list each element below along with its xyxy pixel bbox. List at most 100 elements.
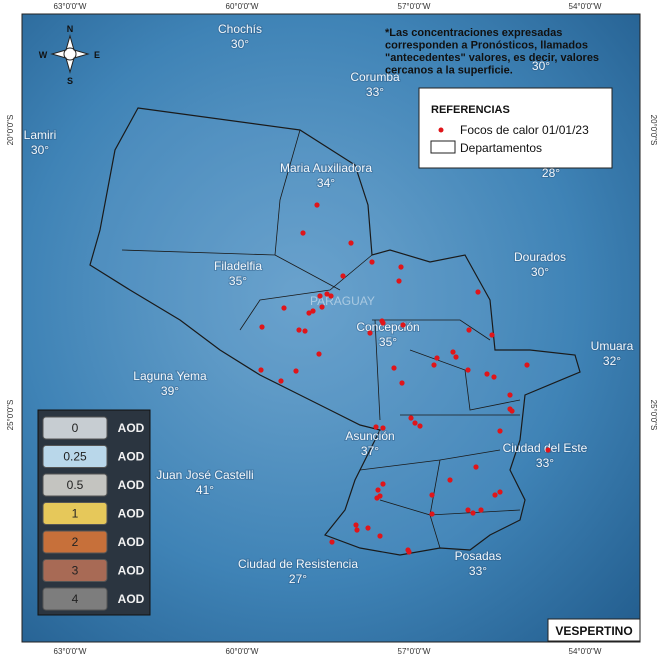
city-temp: 41° (196, 483, 214, 497)
fire-point (377, 533, 383, 539)
aod-level: 0.5 (67, 478, 84, 492)
fire-point (329, 539, 335, 545)
fire-point (317, 293, 323, 299)
fire-point (497, 428, 503, 434)
fire-point (300, 230, 306, 236)
fire-point (429, 511, 435, 517)
fire-point (369, 259, 375, 265)
aod-level: 2 (72, 535, 79, 549)
city-name: Ciudad de Resistencia (238, 557, 358, 571)
legend-box (418, 87, 613, 169)
fire-point (473, 464, 479, 470)
compass-e: E (94, 50, 100, 60)
fire-point (408, 415, 414, 421)
compass-n: N (67, 24, 74, 34)
city-name: Posadas (455, 549, 502, 563)
period-label: VESPERTINO (555, 624, 632, 638)
legend-title: REFERENCIAS (431, 104, 510, 116)
city-temp: 33° (469, 564, 487, 578)
aod-level: 0.25 (63, 450, 87, 464)
fire-point (399, 380, 405, 386)
aod-level: 4 (72, 592, 79, 606)
city-temp: 28° (542, 166, 560, 180)
period-box (547, 618, 641, 642)
fire-point (429, 492, 435, 498)
aod-level: 1 (72, 507, 79, 521)
lon-label: 63°0'0"W (54, 647, 87, 656)
fire-point (475, 289, 481, 295)
fire-point (497, 489, 503, 495)
fire-point (380, 320, 386, 326)
fire-point (314, 202, 320, 208)
legend-fire-symbol (438, 127, 444, 133)
aod-unit: AOD (118, 592, 145, 606)
note-line: "antecedentes" valores, es decir, valore… (385, 52, 599, 64)
fire-point (484, 371, 490, 377)
lat-label: 20°0'0"S (649, 115, 658, 146)
fire-point (296, 327, 302, 333)
compass-w: W (39, 50, 48, 60)
fire-point (509, 408, 515, 414)
country-label: PARAGUAY (310, 294, 375, 308)
city-temp: 30° (231, 37, 249, 51)
fire-point (417, 423, 423, 429)
city-temp: 39° (161, 384, 179, 398)
city-temp: 33° (366, 85, 384, 99)
city-name: Dourados (514, 250, 566, 264)
fire-point (450, 349, 456, 355)
fire-point (316, 351, 322, 357)
fire-point (507, 392, 513, 398)
fire-point (310, 308, 316, 314)
fire-point (293, 368, 299, 374)
lat-label: 25°0'0"S (649, 400, 658, 431)
fire-point (524, 362, 530, 368)
fire-point (258, 367, 264, 373)
fire-point (400, 322, 406, 328)
city-temp: 30° (31, 143, 49, 157)
lat-label: 25°0'0"S (6, 400, 15, 431)
city-name: Chochís (218, 22, 262, 36)
fire-point (406, 549, 412, 555)
aod-swatch (42, 559, 108, 582)
city-temp: 35° (229, 274, 247, 288)
fire-point (278, 378, 284, 384)
city-temp: 32° (603, 354, 621, 368)
city-name: Concepción (356, 320, 419, 334)
lon-label: 63°0'0"W (54, 2, 87, 11)
aod-swatch (42, 530, 108, 554)
city-temp: 37° (361, 444, 379, 458)
aod-level: 3 (72, 564, 79, 578)
aod-unit: AOD (118, 478, 145, 492)
fire-point (373, 424, 379, 430)
city-name: Juan José Castelli (156, 468, 253, 482)
legend-dept-symbol (430, 140, 456, 154)
fire-point (375, 487, 381, 493)
city-temp: 30° (531, 265, 549, 279)
city-name: Filadelfia (214, 259, 262, 273)
city-name: Laguna Yema (133, 369, 207, 383)
legend-item: Departamentos (460, 141, 542, 155)
fire-point (319, 304, 325, 310)
city-temp: 33° (536, 456, 554, 470)
lon-label: 57°0'0"W (398, 647, 431, 656)
fire-point (328, 293, 334, 299)
fire-point (391, 365, 397, 371)
city-name: Maria Auxiliadora (280, 161, 372, 175)
city-name: Umuara (591, 339, 634, 353)
aod-unit: AOD (118, 535, 145, 549)
note-line: *Las concentraciones expresadas (385, 27, 562, 39)
aod-swatch (42, 473, 108, 497)
aod-unit: AOD (118, 450, 145, 464)
fire-point (470, 510, 476, 516)
fire-point (492, 492, 498, 498)
fire-point (489, 332, 495, 338)
fire-point (434, 355, 440, 361)
fire-point (380, 425, 386, 431)
fire-point (447, 477, 453, 483)
city-temp: 35° (379, 335, 397, 349)
fire-point (396, 278, 402, 284)
fire-point (302, 328, 308, 334)
fire-point (465, 367, 471, 373)
city-temp: 34° (317, 176, 335, 190)
